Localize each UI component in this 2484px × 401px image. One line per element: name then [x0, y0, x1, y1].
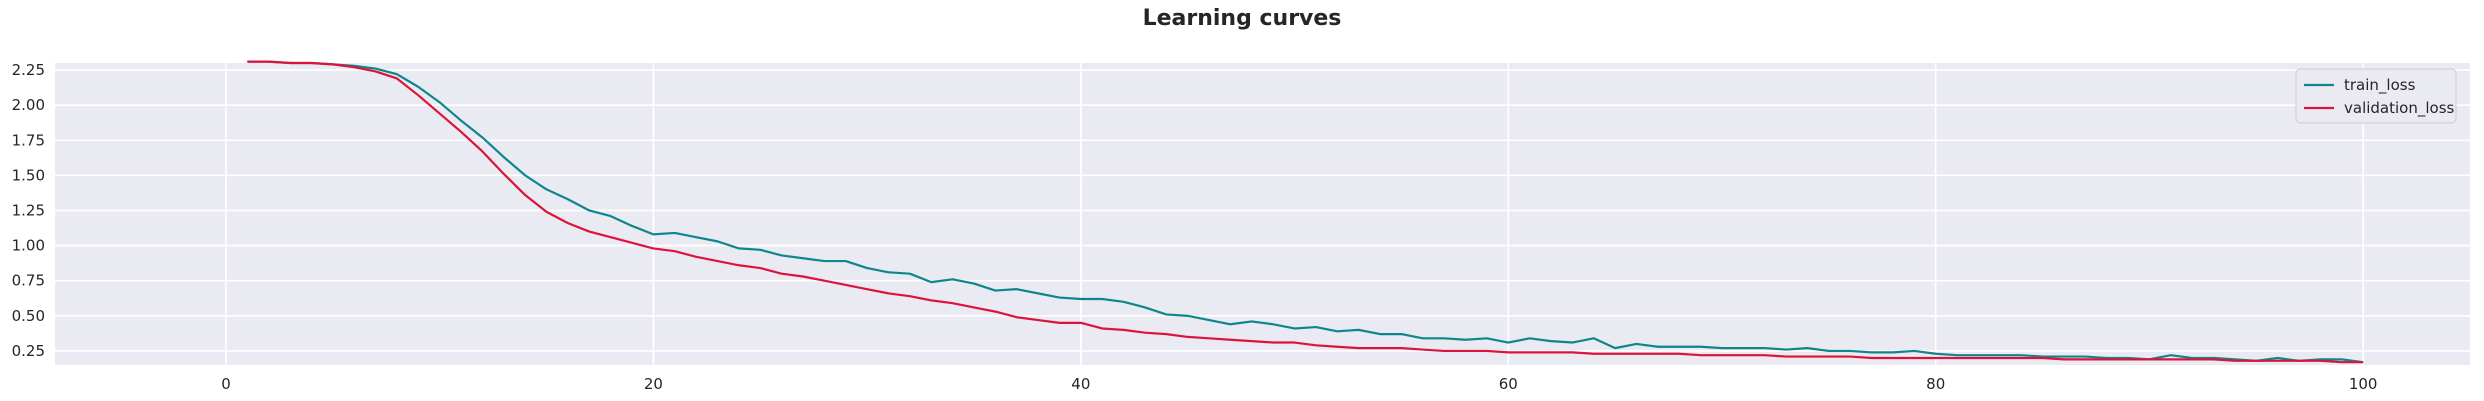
x-tick-label: 60: [1499, 375, 1518, 393]
y-tick-label: 2.00: [12, 96, 45, 114]
x-axis-ticks: 0 20 40 60 80 100: [221, 375, 2377, 393]
y-tick-label: 0.50: [12, 307, 45, 325]
x-tick-label: 40: [1071, 375, 1090, 393]
legend-label-validation_loss: validation_loss: [2344, 99, 2455, 118]
x-tick-label: 20: [644, 375, 663, 393]
grid-lines: [55, 63, 2470, 365]
validation_loss-line: [247, 60, 2364, 364]
legend-box: [2295, 68, 2457, 124]
y-tick-label: 1.00: [12, 237, 45, 255]
chart-title: Learning curves: [1142, 6, 1342, 31]
x-tick-label: 80: [1926, 375, 1945, 393]
y-tick-label: 1.75: [12, 131, 45, 149]
train_loss-line: [247, 60, 2364, 364]
x-tick-label: 0: [221, 375, 231, 393]
x-tick-label: 100: [2349, 375, 2378, 393]
y-tick-label: 1.50: [12, 166, 45, 184]
y-axis-ticks: 0.25 0.50 0.75 1.00 1.25 1.50 1.75 2.00 2.25: [12, 61, 45, 360]
y-tick-label: 0.75: [12, 272, 45, 290]
y-tick-label: 2.25: [12, 61, 45, 79]
legend: train_loss validation_loss: [2295, 68, 2457, 124]
series-group: [247, 60, 2364, 364]
legend-label-train_loss: train_loss: [2344, 76, 2416, 95]
y-tick-label: 0.25: [12, 342, 45, 360]
y-tick-label: 1.25: [12, 201, 45, 219]
plot-area: [55, 63, 2470, 365]
